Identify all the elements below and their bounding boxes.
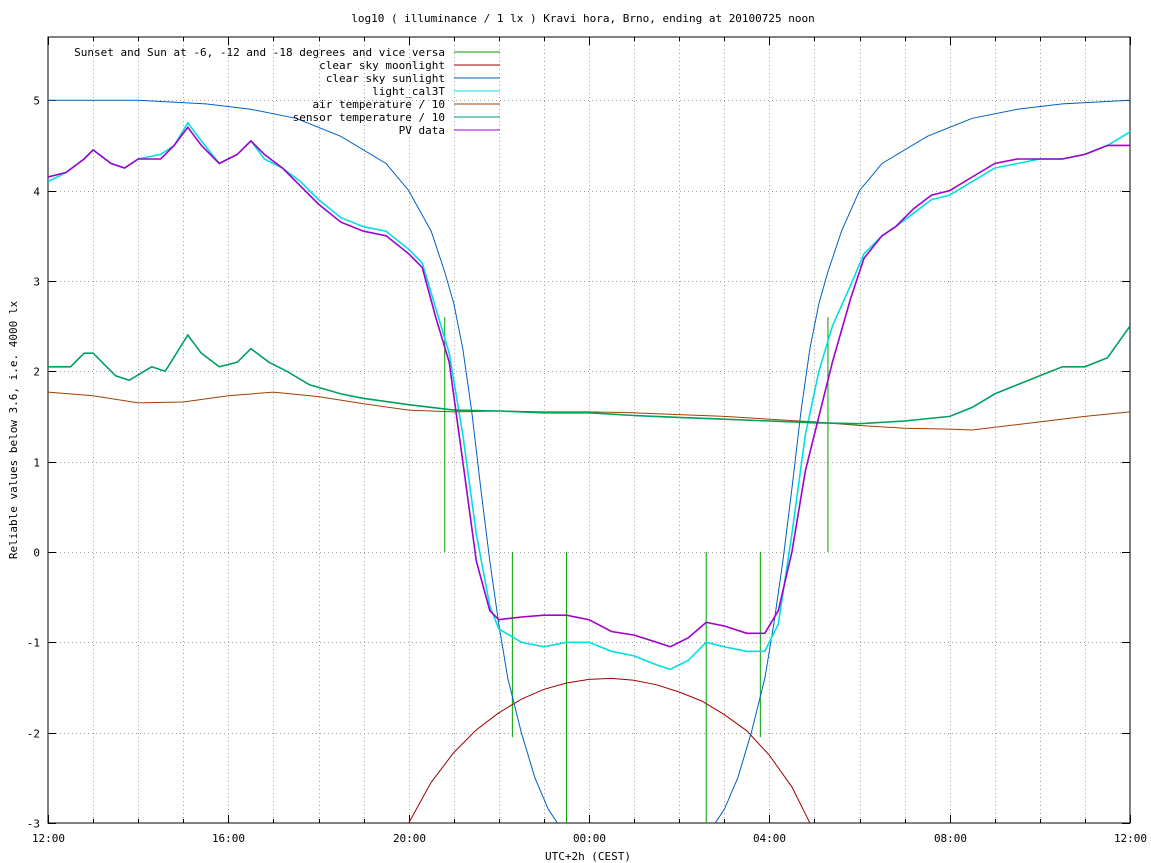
grid <box>48 37 1130 823</box>
series-line <box>408 677 811 823</box>
series-4 <box>48 391 1130 431</box>
legend-label: air temperature / 10 <box>313 98 445 111</box>
x-tick-label: 16:00 <box>212 832 245 845</box>
series-5 <box>48 325 1130 425</box>
x-tick-label: 12:00 <box>32 832 65 845</box>
series-3 <box>48 121 1130 671</box>
x-axis-label: UTC+2h (CEST) <box>545 850 631 863</box>
x-tick-label: 12:00 <box>1114 832 1147 845</box>
legend-label: clear sky moonlight <box>319 59 445 72</box>
y-tick-label: 5 <box>33 95 40 108</box>
series-2 <box>48 99 1130 823</box>
series-line <box>48 99 558 823</box>
legend-label: clear sky sunlight <box>326 72 445 85</box>
y-tick-label: 0 <box>33 547 40 560</box>
y-tick-label: -3 <box>27 818 40 831</box>
legend-label: light_cal3T <box>372 85 445 98</box>
y-tick-label: 4 <box>33 186 40 199</box>
y-axis-label: Reliable values below 3.6, i.e. 4000 lx <box>7 300 20 559</box>
x-tick-label: 00:00 <box>573 832 606 845</box>
series-line <box>714 99 1130 823</box>
y-tick-label: -1 <box>27 637 40 650</box>
series-line <box>48 121 1130 671</box>
series-line <box>48 125 1130 648</box>
series-0 <box>444 317 829 823</box>
series-layer <box>48 99 1130 823</box>
y-tick-label: 2 <box>33 366 40 379</box>
y-tick-label: -2 <box>27 728 40 741</box>
x-tick-label: 04:00 <box>753 832 786 845</box>
legend: Sunset and Sun at -6, -12 and -18 degree… <box>74 46 500 137</box>
legend-label: sensor temperature / 10 <box>293 111 445 124</box>
chart-title: log10 ( illuminance / 1 lx ) Kravi hora,… <box>351 12 815 25</box>
y-tick-label: 1 <box>33 457 40 470</box>
series-line <box>48 325 1130 425</box>
series-6 <box>48 125 1130 648</box>
x-tick-label: 08:00 <box>934 832 967 845</box>
series-line <box>48 391 1130 431</box>
legend-label: PV data <box>399 124 445 137</box>
x-tick-label: 20:00 <box>393 832 426 845</box>
axis-ticks: 12:00 16:00 20:00 00:00 04:00 08:00 12:00 5 4 3 2 1… <box>27 37 1147 845</box>
legend-label: Sunset and Sun at -6, -12 and -18 degree… <box>74 46 445 59</box>
series-1 <box>408 677 811 823</box>
y-tick-label: 3 <box>33 276 40 289</box>
